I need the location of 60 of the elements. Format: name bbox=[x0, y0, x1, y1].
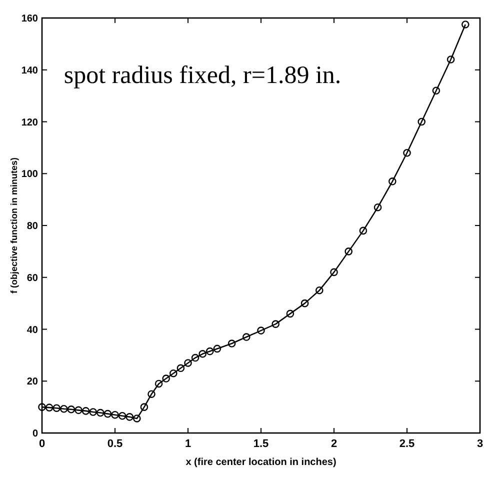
point bbox=[316, 286, 324, 294]
point bbox=[272, 320, 280, 328]
y-tick-label: 100 bbox=[21, 169, 38, 180]
y-tick-label: 60 bbox=[26, 272, 38, 284]
point bbox=[45, 404, 54, 412]
point bbox=[111, 410, 119, 419]
point bbox=[300, 299, 309, 308]
point bbox=[184, 359, 192, 367]
point bbox=[148, 390, 156, 398]
point bbox=[242, 333, 250, 341]
point bbox=[432, 86, 440, 95]
point bbox=[154, 380, 163, 388]
point bbox=[403, 148, 411, 157]
point bbox=[74, 406, 82, 414]
point bbox=[257, 326, 265, 334]
point bbox=[198, 350, 206, 358]
point bbox=[176, 364, 185, 372]
y-tick-label: 80 bbox=[26, 221, 38, 232]
x-tick-label: 3 bbox=[476, 438, 484, 450]
point bbox=[140, 403, 148, 411]
point bbox=[446, 56, 455, 64]
point bbox=[162, 374, 170, 382]
point bbox=[170, 369, 178, 378]
annotation: spot radius fixed, r=1.89 in. bbox=[64, 62, 342, 89]
point bbox=[38, 403, 46, 411]
y-tick-label: 20 bbox=[26, 376, 38, 388]
x-tick-label: 0.5 bbox=[107, 438, 123, 450]
point bbox=[418, 118, 426, 126]
point bbox=[133, 414, 141, 422]
y-tick-label: 160 bbox=[21, 14, 38, 24]
point bbox=[96, 408, 104, 417]
x-tick-label: 2.5 bbox=[399, 438, 415, 450]
point bbox=[286, 310, 294, 318]
point bbox=[104, 410, 112, 418]
x-tick-label: 1.5 bbox=[253, 438, 269, 450]
point bbox=[374, 203, 382, 212]
point bbox=[213, 344, 222, 353]
point bbox=[126, 413, 134, 421]
point bbox=[228, 340, 236, 348]
point bbox=[330, 268, 338, 276]
point bbox=[344, 248, 352, 256]
point bbox=[206, 347, 214, 356]
y-tick-label: 140 bbox=[21, 65, 38, 76]
y-tick-label: 120 bbox=[21, 117, 38, 128]
point bbox=[118, 412, 126, 420]
point bbox=[359, 226, 368, 235]
point bbox=[52, 404, 60, 412]
y-tick-label: 40 bbox=[26, 324, 38, 336]
point bbox=[388, 178, 396, 186]
point bbox=[67, 405, 76, 414]
x-tick-label: 1 bbox=[184, 438, 192, 450]
y-axis-title: f (objective function in minutes) bbox=[9, 157, 19, 294]
point bbox=[89, 408, 97, 416]
point bbox=[60, 404, 68, 413]
x-tick-label: 2 bbox=[330, 438, 338, 450]
x-axis-title: x (fire center location in inches) bbox=[186, 457, 336, 468]
y-tick-label: 0 bbox=[32, 428, 38, 440]
point bbox=[191, 354, 200, 362]
point bbox=[462, 20, 470, 28]
point bbox=[82, 407, 90, 415]
